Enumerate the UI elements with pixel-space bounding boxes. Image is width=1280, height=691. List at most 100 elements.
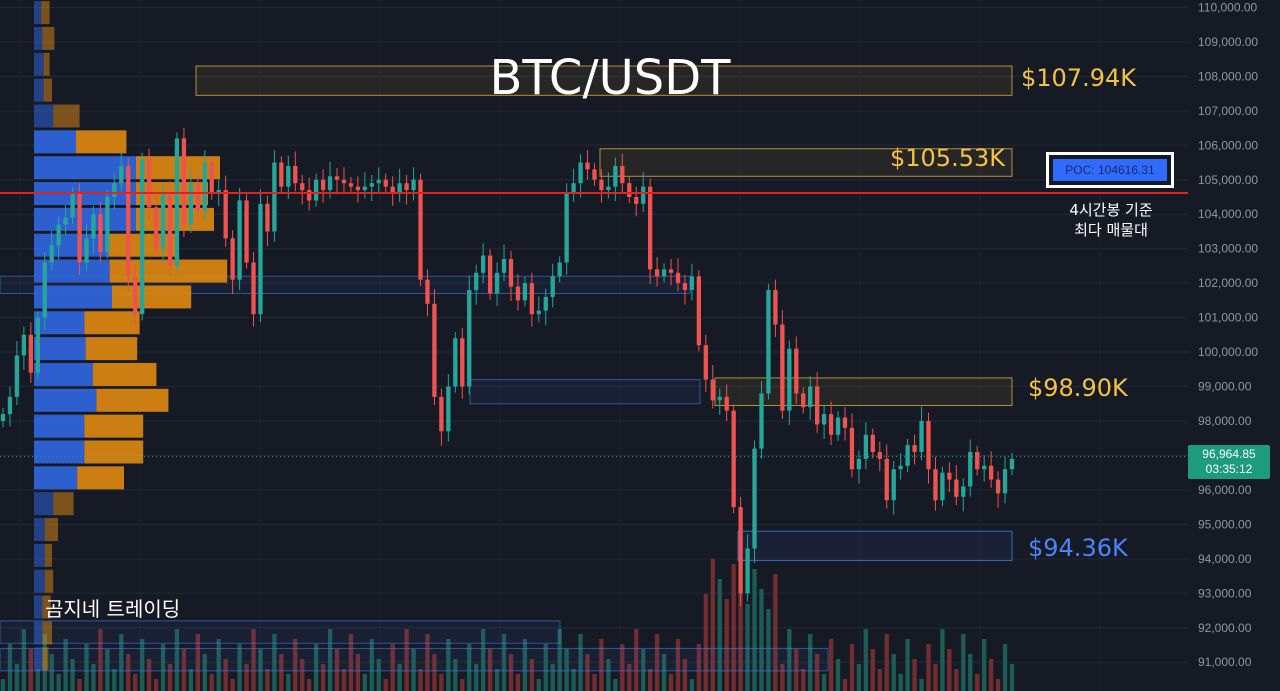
volume-bar	[216, 639, 221, 691]
price-tick: 98,000.00	[1198, 414, 1252, 428]
candle-body	[954, 479, 959, 497]
profile-sell-bar	[42, 647, 49, 671]
volume-bar	[919, 679, 924, 691]
price-tick: 105,000.00	[1198, 173, 1258, 187]
profile-sell-bar	[84, 311, 140, 335]
volume-bar	[933, 664, 938, 691]
candle-body	[355, 186, 361, 191]
volume-bar	[696, 644, 702, 691]
candle-body	[126, 165, 131, 277]
candle-body	[56, 224, 61, 246]
volume-bar	[522, 639, 528, 691]
candle-body	[564, 193, 569, 263]
candle-body	[453, 338, 458, 387]
candle-body	[849, 427, 855, 470]
candle-body	[773, 290, 778, 325]
candle-body	[369, 183, 374, 187]
candle-body	[390, 186, 395, 194]
volume-bar	[501, 634, 507, 691]
profile-buy-bar	[34, 595, 43, 619]
volume-bar	[912, 659, 917, 691]
candle-body	[940, 472, 945, 501]
profile-sell-bar	[85, 337, 138, 361]
candle-body	[508, 259, 514, 287]
candle-body	[933, 469, 938, 501]
volume-bar	[606, 659, 611, 691]
candle-body	[77, 193, 82, 263]
candle-body	[307, 190, 312, 201]
level-label-94k: $94.36K	[1028, 534, 1128, 562]
candle-body	[425, 279, 430, 304]
volume-bar	[661, 654, 667, 691]
candle-body	[968, 452, 973, 487]
profile-buy-bar	[34, 78, 44, 102]
volume-bar	[717, 579, 722, 691]
candle-body	[223, 190, 228, 239]
volume-bar	[293, 639, 298, 691]
candle-body	[70, 193, 75, 218]
volume-bar	[460, 679, 465, 691]
volume-bar	[550, 664, 555, 691]
profile-buy-bar	[34, 1, 42, 25]
volume-bar	[237, 644, 242, 691]
candle-body	[856, 458, 862, 470]
candle-body	[995, 479, 1001, 494]
candle-body	[689, 276, 695, 291]
candle-body	[585, 162, 590, 170]
profile-buy-bar	[34, 543, 45, 567]
candle-body	[84, 238, 89, 263]
volume-bar	[766, 609, 771, 691]
volume-bars	[0, 559, 1015, 691]
volume-bar	[863, 629, 869, 691]
candle-body	[49, 245, 54, 263]
volume-bar	[988, 659, 994, 691]
volume-bar	[112, 669, 117, 691]
candle-body	[606, 186, 611, 191]
candle-body	[119, 165, 124, 184]
candle-body	[620, 165, 625, 184]
candle-body	[557, 262, 562, 277]
volume-bar	[300, 659, 305, 691]
volume-bar	[536, 679, 541, 691]
volume-bar	[982, 639, 987, 691]
volume-bar	[745, 604, 750, 691]
candle-body	[870, 434, 875, 452]
candle-body	[599, 179, 604, 191]
profile-buy-bar	[34, 388, 97, 412]
volume-bar	[209, 674, 214, 691]
candle-body	[188, 183, 194, 225]
candle-body	[446, 386, 451, 432]
candle-body	[258, 203, 263, 315]
profile-sell-bar	[43, 52, 50, 76]
candle-body	[536, 310, 541, 315]
volume-bar	[439, 674, 444, 691]
candle-body	[647, 186, 653, 270]
volume-bar	[181, 649, 187, 691]
volume-bar	[808, 634, 813, 691]
volume-bar	[529, 659, 535, 691]
profile-sell-bar	[92, 362, 157, 386]
candle-body	[167, 193, 173, 266]
price-tick: 94,000.00	[1198, 552, 1252, 566]
candle-body	[14, 355, 20, 397]
candle-body	[543, 296, 548, 311]
volume-bar	[731, 564, 736, 691]
candle-body	[828, 414, 834, 435]
volume-bar	[7, 644, 13, 691]
candle-body	[286, 165, 291, 187]
candle-body	[654, 269, 660, 277]
level-zones	[0, 65, 1013, 672]
volume-bar	[432, 654, 437, 691]
candle-body	[808, 386, 813, 408]
volume-bar	[759, 589, 764, 691]
volume-bar	[682, 659, 688, 691]
volume-bar	[28, 649, 33, 691]
candle-body	[515, 286, 521, 301]
candle-body	[1002, 469, 1008, 494]
level-label-107k: $107.94K	[1021, 64, 1136, 92]
volume-bar	[578, 634, 583, 691]
brand-watermark: 곰지네 트레이딩	[45, 597, 181, 621]
candle-body	[418, 179, 423, 280]
candle-body	[265, 203, 270, 232]
